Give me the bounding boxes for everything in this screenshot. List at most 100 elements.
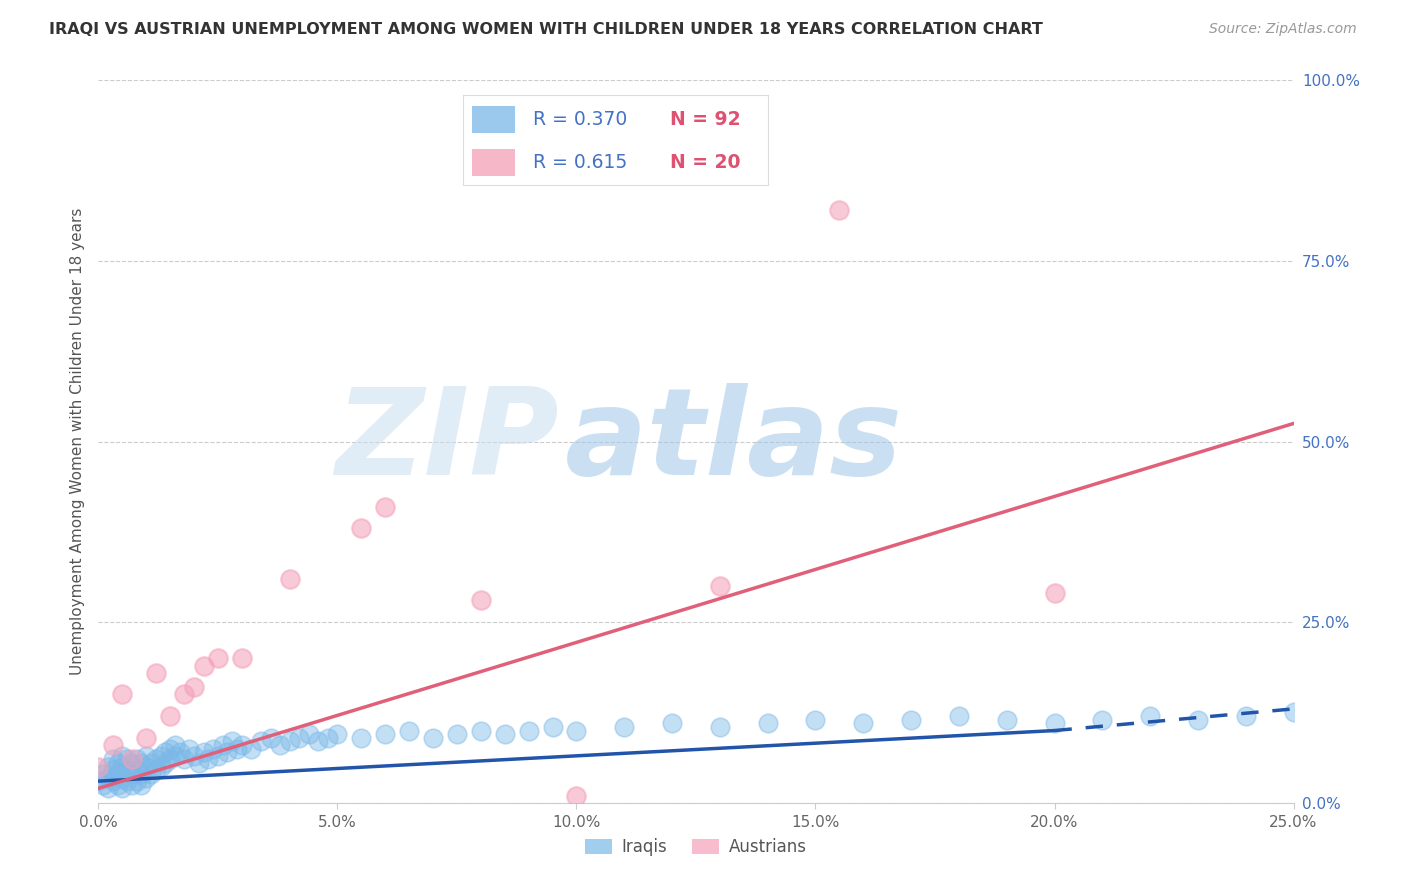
Point xyxy=(101,764,124,778)
Point xyxy=(316,731,339,745)
Point xyxy=(87,760,110,774)
Point xyxy=(135,771,157,785)
Point xyxy=(398,723,420,738)
Point xyxy=(278,572,301,586)
Point xyxy=(259,731,281,745)
Point xyxy=(470,593,492,607)
Point xyxy=(995,713,1018,727)
Point xyxy=(115,752,138,766)
Point xyxy=(145,752,167,766)
Point xyxy=(121,767,143,781)
Point xyxy=(115,774,138,789)
Point xyxy=(565,789,588,803)
Point xyxy=(163,748,186,763)
Point xyxy=(231,738,253,752)
Point xyxy=(211,738,233,752)
Point xyxy=(231,651,253,665)
Y-axis label: Unemployment Among Women with Children Under 18 years: Unemployment Among Women with Children U… xyxy=(69,208,84,675)
Point xyxy=(179,741,201,756)
Point xyxy=(240,741,263,756)
Point xyxy=(145,764,167,778)
Text: IRAQI VS AUSTRIAN UNEMPLOYMENT AMONG WOMEN WITH CHILDREN UNDER 18 YEARS CORRELAT: IRAQI VS AUSTRIAN UNEMPLOYMENT AMONG WOM… xyxy=(49,22,1043,37)
Point xyxy=(217,745,239,759)
Point xyxy=(298,727,321,741)
Point xyxy=(159,709,181,723)
Point xyxy=(1043,716,1066,731)
Point xyxy=(541,720,564,734)
Point xyxy=(149,748,172,763)
Point xyxy=(97,771,120,785)
Point xyxy=(193,745,215,759)
Point xyxy=(163,738,186,752)
Point xyxy=(125,764,148,778)
Point xyxy=(97,781,120,796)
Point xyxy=(250,734,273,748)
Point xyxy=(87,774,110,789)
Point xyxy=(1282,706,1305,720)
Point xyxy=(159,752,181,766)
Legend: Iraqis, Austrians: Iraqis, Austrians xyxy=(578,831,814,863)
Point xyxy=(111,760,134,774)
Point xyxy=(307,734,329,748)
Text: atlas: atlas xyxy=(565,383,903,500)
Point xyxy=(1187,713,1209,727)
Point xyxy=(494,727,516,741)
Point xyxy=(1091,713,1114,727)
Point xyxy=(183,748,205,763)
Point xyxy=(517,723,540,738)
Point xyxy=(374,727,396,741)
Point xyxy=(661,716,683,731)
Point xyxy=(756,716,779,731)
Point xyxy=(173,752,195,766)
Point xyxy=(131,767,153,781)
Point xyxy=(111,748,134,763)
Point xyxy=(125,752,148,766)
Point xyxy=(470,723,492,738)
Point xyxy=(226,741,249,756)
Point xyxy=(326,727,349,741)
Point xyxy=(121,752,143,766)
Point xyxy=(207,748,229,763)
Point xyxy=(115,764,138,778)
Point xyxy=(107,756,129,770)
Point xyxy=(193,658,215,673)
Point xyxy=(173,687,195,701)
Point xyxy=(422,731,444,745)
Point xyxy=(121,778,143,792)
Point xyxy=(145,665,167,680)
Point xyxy=(131,778,153,792)
Point xyxy=(948,709,970,723)
Point xyxy=(187,756,209,770)
Point xyxy=(139,756,162,770)
Point xyxy=(613,720,636,734)
Point xyxy=(111,687,134,701)
Point xyxy=(155,745,177,759)
Point xyxy=(169,745,191,759)
Point xyxy=(221,734,243,748)
Point xyxy=(101,774,124,789)
Point xyxy=(1043,586,1066,600)
Point xyxy=(101,738,124,752)
Point xyxy=(1139,709,1161,723)
Point xyxy=(107,767,129,781)
Point xyxy=(1234,709,1257,723)
Point xyxy=(374,500,396,514)
Point xyxy=(900,713,922,727)
Point xyxy=(139,767,162,781)
Point xyxy=(446,727,468,741)
Text: ZIP: ZIP xyxy=(335,383,558,500)
Point xyxy=(135,760,157,774)
Point xyxy=(202,741,225,756)
Point xyxy=(350,731,373,745)
Point xyxy=(828,203,851,218)
Point xyxy=(107,778,129,792)
Point xyxy=(350,521,373,535)
Point xyxy=(97,760,120,774)
Point xyxy=(197,752,219,766)
Point xyxy=(207,651,229,665)
Point xyxy=(159,741,181,756)
Point xyxy=(121,756,143,770)
Point xyxy=(709,579,731,593)
Point xyxy=(91,778,114,792)
Point xyxy=(155,756,177,770)
